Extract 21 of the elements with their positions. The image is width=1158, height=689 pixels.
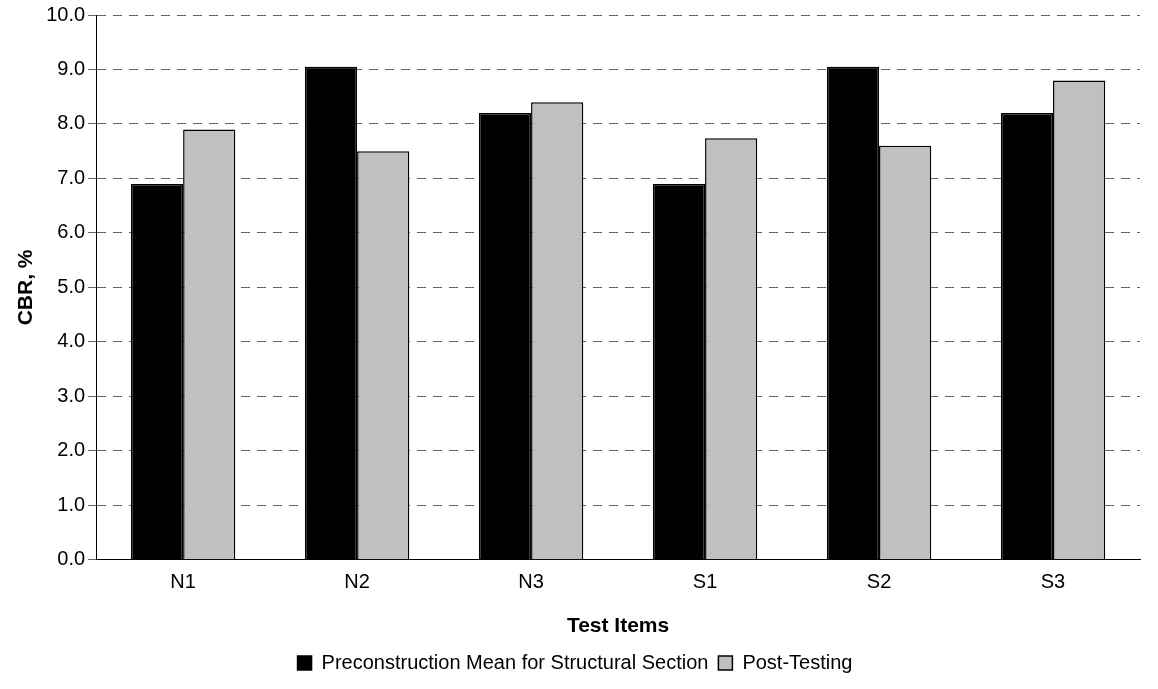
legend-label: Post-Testing [742,650,853,673]
legend-label: Preconstruction Mean for Structural Section [321,650,709,673]
y-axis-title: CBR, % [13,249,37,326]
x-tick-label: S2 [866,570,892,593]
y-tick-label: 8.0 [57,111,86,134]
x-tick-label: S3 [1040,570,1066,593]
y-tick-label: 0.0 [57,547,86,570]
x-axis-title: Test Items [566,613,670,637]
y-tick-label: 5.0 [57,274,86,297]
y-tick-label: 4.0 [57,329,86,352]
x-tick-label: N2 [344,570,370,593]
y-tick-label: 9.0 [57,57,86,79]
x-tick-label: N1 [170,570,196,593]
y-tick-label: 10.0 [46,2,86,25]
x-tick-label: S1 [692,570,718,593]
y-tick-label: 6.0 [57,220,86,243]
y-tick-label: 3.0 [57,383,86,406]
y-tick-label: 7.0 [57,165,86,188]
x-tick-label: N3 [518,570,544,593]
y-tick-label: 2.0 [57,438,86,461]
y-tick-label: 1.0 [57,492,86,515]
